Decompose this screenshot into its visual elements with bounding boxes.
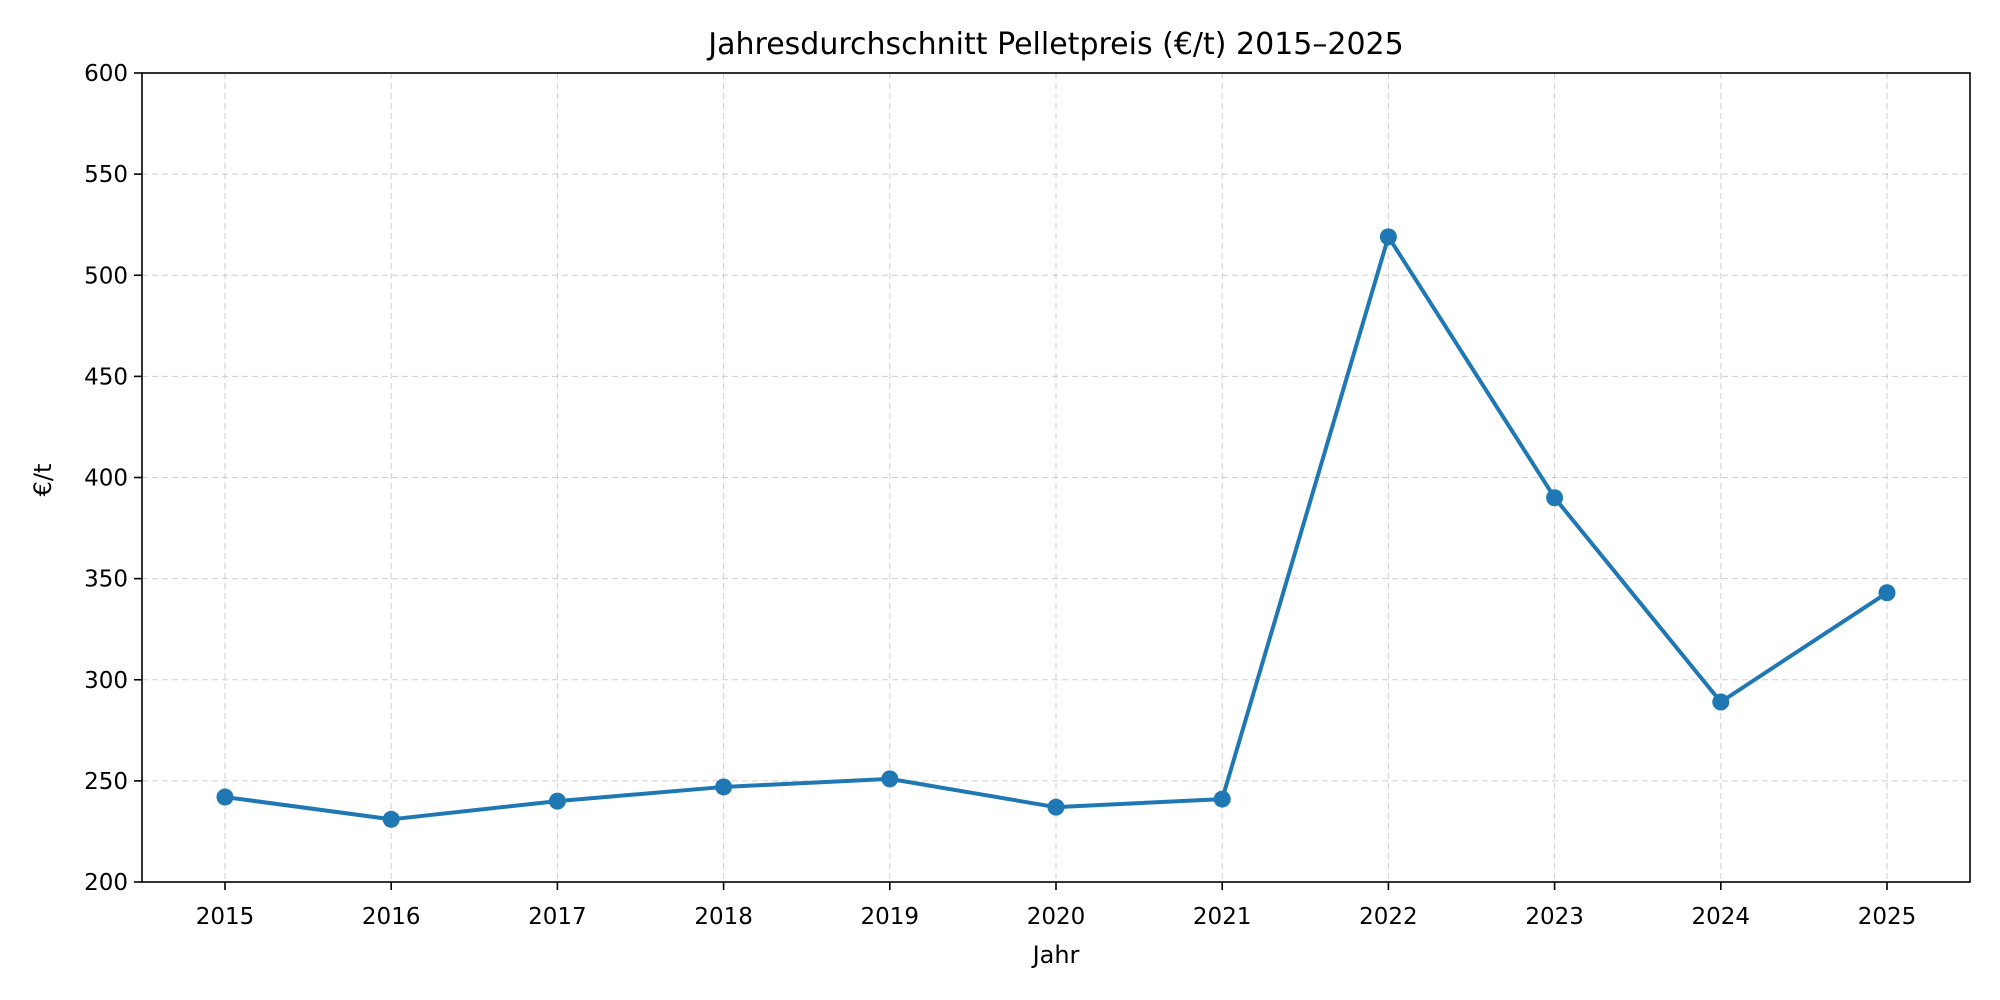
x-tick-label: 2017 — [528, 904, 587, 930]
data-point — [382, 810, 400, 828]
y-tick-label: 550 — [84, 162, 128, 188]
x-tick-label: 2019 — [861, 904, 920, 930]
y-tick-label: 400 — [84, 466, 128, 492]
y-tick-label: 600 — [84, 61, 128, 87]
x-axis-label: Jahr — [1031, 941, 1080, 969]
x-tick-label: 2022 — [1359, 904, 1418, 930]
series-layer — [216, 228, 1896, 828]
data-point — [1878, 584, 1896, 602]
x-tick-label: 2020 — [1027, 904, 1086, 930]
data-point — [1379, 228, 1397, 246]
y-tick-label: 300 — [84, 668, 128, 694]
data-point — [1546, 489, 1564, 507]
x-tick-label: 2021 — [1193, 904, 1252, 930]
y-tick-label: 250 — [84, 769, 128, 795]
y-axis-label: €/t — [29, 464, 57, 497]
data-point — [548, 792, 566, 810]
data-point — [1047, 798, 1065, 816]
x-tick-label: 2016 — [362, 904, 421, 930]
data-point — [1213, 790, 1231, 808]
x-tick-label: 2015 — [196, 904, 255, 930]
grid-lines — [142, 72, 1970, 883]
x-tick-label: 2018 — [694, 904, 753, 930]
y-tick-label: 450 — [84, 364, 128, 390]
y-tick-label: 200 — [84, 870, 128, 896]
x-tick-label: 2024 — [1692, 904, 1751, 930]
x-tick-label: 2023 — [1525, 904, 1584, 930]
y-axis: 200 250 300 350 400 450 500 550 600 — [84, 61, 142, 896]
chart-title: Jahresdurchschnitt Pelletpreis (€/t) 201… — [706, 27, 1403, 62]
data-point — [216, 788, 234, 806]
x-axis: 2015 2016 2017 2018 2019 2020 2021 2022 2023 2024… — [196, 882, 1917, 930]
data-point — [881, 770, 899, 788]
x-tick-label: 2025 — [1858, 904, 1917, 930]
y-tick-label: 350 — [84, 567, 128, 593]
data-point — [1712, 693, 1730, 711]
data-point — [715, 778, 733, 796]
y-tick-label: 500 — [84, 263, 128, 289]
plot-frame — [141, 72, 1971, 883]
